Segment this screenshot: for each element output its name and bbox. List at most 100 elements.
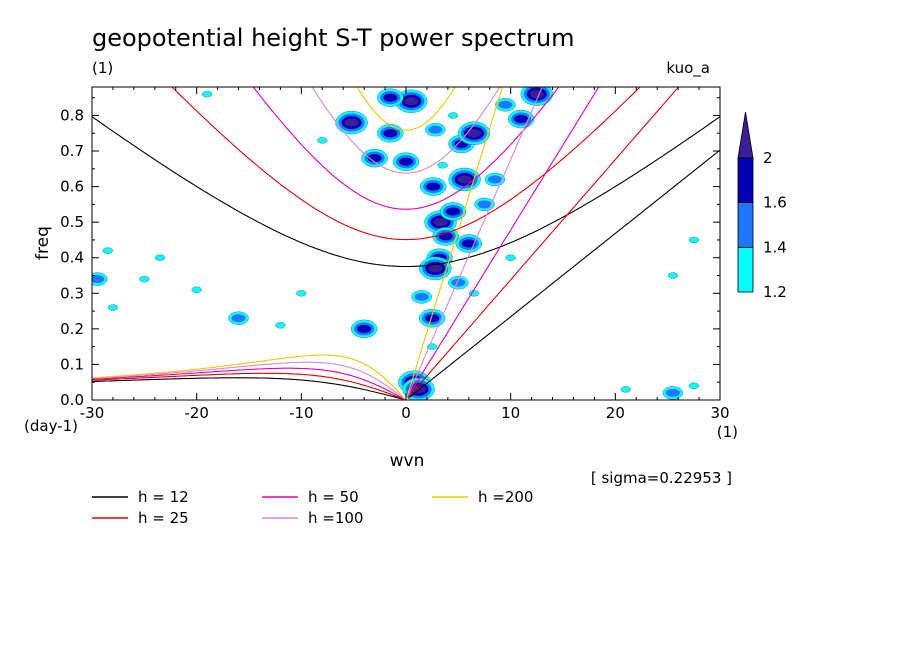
chart-title: geopotential height S-T power spectrum xyxy=(92,24,575,52)
contour-blob xyxy=(433,218,448,227)
dispersion-curve xyxy=(407,87,543,396)
contour-blob xyxy=(688,236,700,244)
legend-label: h =100 xyxy=(308,509,363,527)
contour-blob xyxy=(620,386,631,393)
x-tick-label: -10 xyxy=(289,404,314,422)
dispersion-curve xyxy=(92,372,407,400)
contour-blob xyxy=(317,137,328,144)
colorbar-segment xyxy=(737,202,754,248)
y-tick-label: 0.7 xyxy=(60,142,84,160)
contour-blob xyxy=(467,129,482,138)
dispersion-curve xyxy=(92,361,407,400)
dispersion-curve xyxy=(92,367,407,400)
x-tick-label: 10 xyxy=(501,404,520,422)
x-tick-label: 0 xyxy=(401,404,411,422)
contour-blob xyxy=(487,175,502,184)
y-tick-label: 0.6 xyxy=(60,178,84,196)
contour-blob xyxy=(461,239,476,248)
y-tick-label: 0.1 xyxy=(60,355,84,373)
chart-subtitle-right: kuo_a xyxy=(666,59,710,78)
contour-blob xyxy=(447,112,459,119)
x-axis-label: wvn xyxy=(390,451,425,471)
contour-blob xyxy=(139,275,150,283)
y-tick-label: 0.0 xyxy=(60,391,84,409)
contour-blob xyxy=(383,93,398,102)
dispersion-curve xyxy=(356,87,456,131)
legend-label: h = 50 xyxy=(308,488,359,506)
contour-blob xyxy=(367,154,382,163)
legend: h = 12 h = 25 h = 50 h =100 h =200 xyxy=(92,488,533,527)
contour-blob xyxy=(425,314,440,323)
contour-blob xyxy=(477,200,492,209)
dispersion-curve xyxy=(92,377,407,400)
contour-blob xyxy=(92,275,105,284)
y-axis-label: freq xyxy=(33,226,53,260)
dispersion-curve xyxy=(92,354,407,400)
sigma-note: [ sigma=0.22953 ] xyxy=(591,469,732,487)
contour-blob xyxy=(296,290,307,297)
contour-blob xyxy=(201,90,213,98)
colorbar: 1.2 1.4 1.6 2 xyxy=(737,111,787,301)
contour-blob xyxy=(404,97,419,106)
contour-blob xyxy=(426,182,441,191)
dispersion-curve xyxy=(407,87,600,397)
x-tick-label: -20 xyxy=(184,404,209,422)
legend-label: h = 25 xyxy=(138,509,189,527)
dispersion-curve xyxy=(252,87,560,210)
legend-label: h =200 xyxy=(478,488,533,506)
y-tick-label: 0.4 xyxy=(60,249,84,267)
contour-blob xyxy=(498,100,513,109)
colorbar-label: 2 xyxy=(763,149,773,167)
contour-blob xyxy=(102,247,113,254)
colorbar-extend-arrow xyxy=(737,111,754,159)
contour-fill-layer xyxy=(92,87,700,400)
contour-blob xyxy=(688,382,700,389)
dispersion-curve xyxy=(407,87,503,394)
axis-ticks: -30 -20 -10 0 10 20 30 0.0 0.1 0.2 0.3 0.4 0.5 0.6 0.7… xyxy=(60,87,730,422)
chart-subtitle-left: (1) xyxy=(92,59,113,77)
dispersion-curve xyxy=(92,116,720,268)
contour-blob xyxy=(514,115,529,124)
y-tick-label: 0.5 xyxy=(60,213,84,231)
contour-blob xyxy=(529,90,544,99)
contour-blob xyxy=(107,304,119,311)
colorbar-label: 1.6 xyxy=(763,194,787,212)
y-unit-label: (day-1) xyxy=(24,417,78,435)
contour-blob xyxy=(428,125,443,134)
contour-blob xyxy=(451,278,466,287)
plot-frame xyxy=(91,86,721,401)
contour-blob xyxy=(383,129,398,138)
dispersion-curve-layer xyxy=(92,87,720,400)
y-tick-label: 0.8 xyxy=(60,106,84,124)
contour-blob xyxy=(446,207,461,216)
contour-blob xyxy=(428,264,443,273)
y-tick-label: 0.2 xyxy=(60,320,84,338)
contour-blob xyxy=(154,254,166,261)
dispersion-curve xyxy=(311,87,501,174)
x-unit-label: (1) xyxy=(717,423,738,441)
contour-blob xyxy=(231,314,246,323)
contour-blob xyxy=(414,292,429,301)
colorbar-label: 1.2 xyxy=(763,283,787,301)
contour-blob xyxy=(665,388,680,397)
contour-blob xyxy=(344,118,359,127)
dispersion-curve xyxy=(171,87,641,241)
contour-blob xyxy=(275,322,286,329)
x-tick-label: 30 xyxy=(710,404,729,422)
x-tick-label: 20 xyxy=(606,404,625,422)
y-tick-label: 0.3 xyxy=(60,284,84,302)
contour-blob xyxy=(457,175,472,184)
contour-blob xyxy=(437,162,448,169)
contour-blob xyxy=(667,272,679,279)
dispersion-curve xyxy=(407,87,680,398)
colorbar-segment xyxy=(737,246,754,293)
x-tick-label: -30 xyxy=(80,404,105,422)
colorbar-segment xyxy=(737,157,754,203)
legend-label: h = 12 xyxy=(138,488,189,506)
contour-blob xyxy=(505,254,516,261)
colorbar-label: 1.4 xyxy=(763,238,787,256)
contour-blob xyxy=(399,157,413,166)
contour-blob xyxy=(191,286,202,293)
dispersion-curve xyxy=(407,149,720,399)
